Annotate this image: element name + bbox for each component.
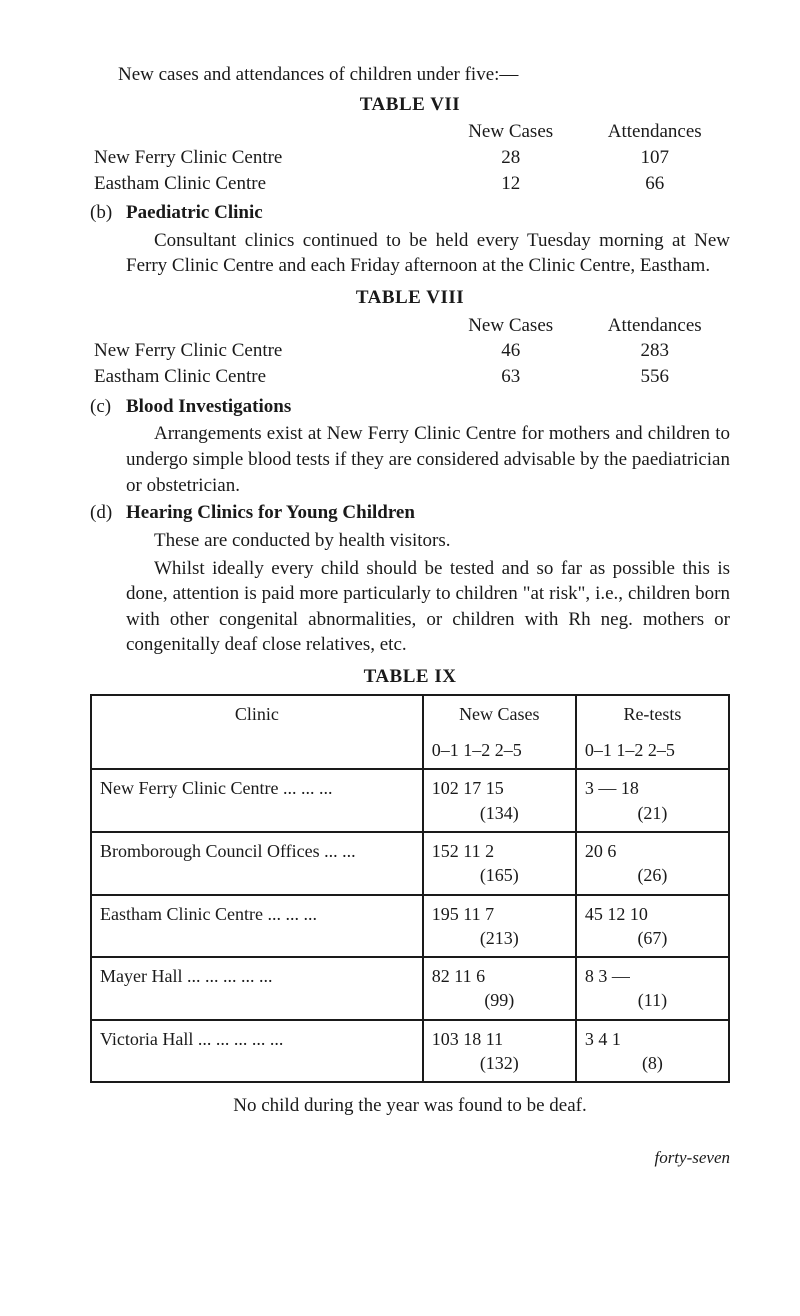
heading-d: Hearing Clinics for Young Children — [126, 500, 730, 526]
table9-row-0: New Ferry Clinic Centre ... ... ... 102 … — [91, 769, 729, 832]
t9r1-new-sum: (165) — [432, 863, 567, 887]
t9r3-re: 8 3 — — [585, 966, 630, 986]
t9r0-new: 102 17 15 — [432, 778, 504, 798]
section-b: (b) Paediatric Clinic Consultant clinics… — [90, 200, 730, 281]
tag-c: (c) — [90, 394, 126, 420]
t9r3-new-sum: (99) — [432, 988, 567, 1012]
table8-title: TABLE VIII — [90, 285, 730, 311]
t9r2-new: 195 11 7 — [432, 904, 494, 924]
t9r4-re: 3 4 1 — [585, 1029, 621, 1049]
t9r0-re: 3 — 18 — [585, 778, 639, 798]
t9r4-new: 103 18 11 — [432, 1029, 503, 1049]
table7-hdr-attend: Attendances — [579, 119, 730, 145]
page: New cases and attendances of children un… — [0, 0, 800, 1210]
table9-row-3: Mayer Hall ... ... ... ... ... 82 11 6 (… — [91, 957, 729, 1020]
tag-d: (d) — [90, 500, 126, 526]
text-b: Consultant clinics continued to be held … — [126, 228, 730, 279]
table7-hdr-newcases: New Cases — [442, 119, 579, 145]
t9r2-re-sum: (67) — [585, 926, 720, 950]
section-d: (d) Hearing Clinics for Young Children T… — [90, 500, 730, 660]
table9-age-header: 0–1 1–2 2–5 0–1 1–2 2–5 — [91, 732, 729, 769]
t9r0-re-sum: (21) — [585, 801, 720, 825]
table8-row-1: Eastham Clinic Centre 63 556 — [90, 364, 730, 390]
text-d1: These are conducted by health visitors. — [126, 528, 730, 554]
table9-row-1: Bromborough Council Offices ... ... 152 … — [91, 832, 729, 895]
footer-note: No child during the year was found to be… — [90, 1093, 730, 1119]
table7-title: TABLE VII — [90, 92, 730, 118]
table8-hdr-attend: Attendances — [579, 313, 730, 339]
t9r1-new: 152 11 2 — [432, 841, 494, 861]
t9r4-new-sum: (132) — [432, 1051, 567, 1075]
table7-row-1: Eastham Clinic Centre 12 66 — [90, 171, 730, 197]
t9r1-re: 20 6 — [585, 841, 617, 861]
heading-b: Paediatric Clinic — [126, 200, 730, 226]
text-c: Arrangements exist at New Ferry Clinic C… — [126, 421, 730, 498]
table8: New Cases Attendances New Ferry Clinic C… — [90, 313, 730, 390]
t9r2-re: 45 12 10 — [585, 904, 648, 924]
table9-title: TABLE IX — [90, 664, 730, 690]
table9-row-4: Victoria Hall ... ... ... ... ... 103 18… — [91, 1020, 729, 1083]
t9r2-new-sum: (213) — [432, 926, 567, 950]
table9-header: Clinic New Cases Re-tests — [91, 695, 729, 732]
text-d2: Whilst ideally every child should be tes… — [126, 556, 730, 659]
heading-c: Blood Investigations — [126, 394, 730, 420]
table8-row-0: New Ferry Clinic Centre 46 283 — [90, 338, 730, 364]
t9r4-re-sum: (8) — [585, 1051, 720, 1075]
table7: New Cases Attendances New Ferry Clinic C… — [90, 119, 730, 196]
page-number: forty-seven — [90, 1147, 730, 1170]
t9r0-new-sum: (134) — [432, 801, 567, 825]
intro-line: New cases and attendances of children un… — [90, 62, 730, 88]
table8-hdr-newcases: New Cases — [442, 313, 579, 339]
table9: Clinic New Cases Re-tests 0–1 1–2 2–5 0–… — [90, 694, 730, 1084]
t9r1-re-sum: (26) — [585, 863, 720, 887]
section-c: (c) Blood Investigations Arrangements ex… — [90, 394, 730, 501]
tag-b: (b) — [90, 200, 126, 226]
t9r3-new: 82 11 6 — [432, 966, 485, 986]
table9-row-2: Eastham Clinic Centre ... ... ... 195 11… — [91, 895, 729, 958]
t9r3-re-sum: (11) — [585, 988, 720, 1012]
table7-row-0: New Ferry Clinic Centre 28 107 — [90, 145, 730, 171]
